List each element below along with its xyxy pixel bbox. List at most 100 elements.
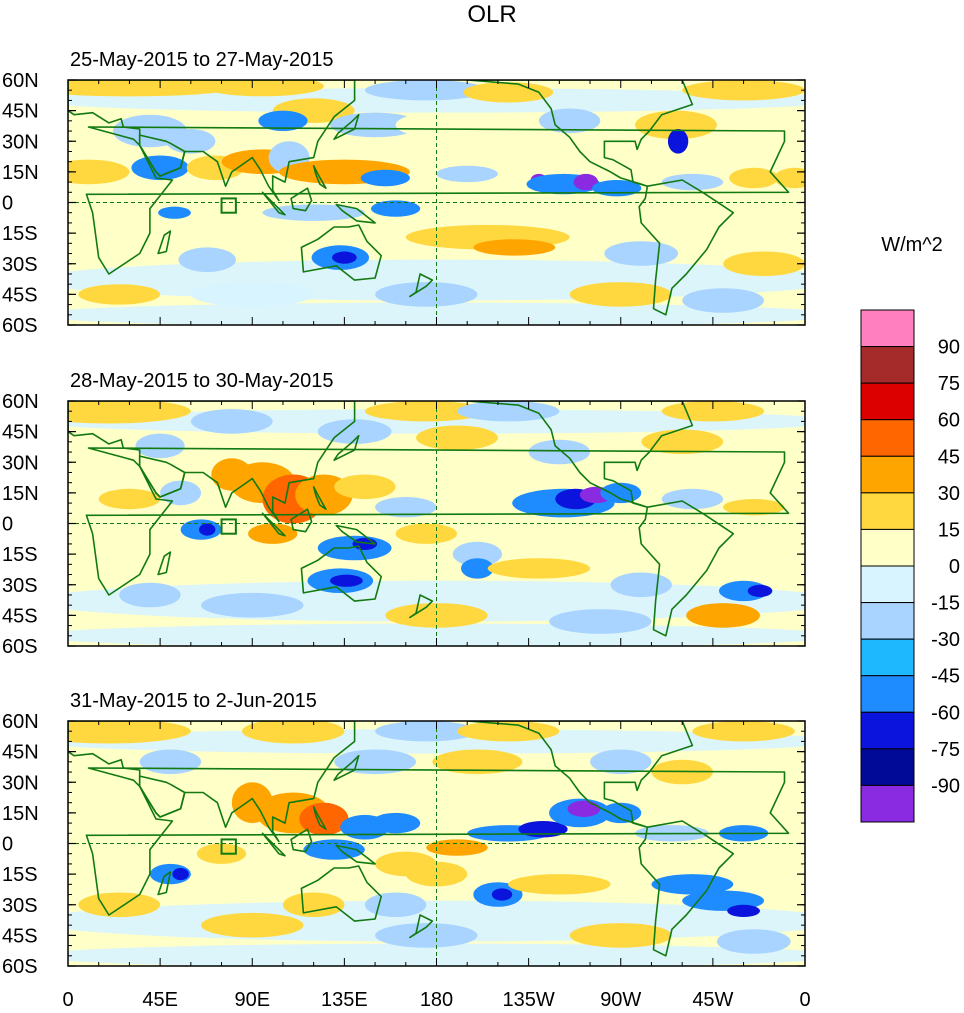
anomaly-patch	[160, 480, 202, 506]
anomaly-patch	[139, 749, 202, 775]
anomaly-patch	[491, 888, 513, 901]
lon-tick-label: 45E	[142, 989, 178, 1011]
map-field	[68, 80, 805, 325]
anomaly-patch	[600, 482, 642, 504]
coastline	[68, 401, 356, 523]
lon-tick-label: 90W	[600, 989, 641, 1011]
anomaly-patch	[426, 839, 488, 856]
anomaly-patch	[385, 603, 488, 628]
lon-tick-label: 0	[62, 989, 73, 1011]
colorbar-swatch	[860, 748, 915, 786]
anomaly-patch	[473, 239, 556, 256]
anomaly-patch	[600, 802, 642, 824]
coastline	[157, 230, 172, 255]
anomaly-patch	[199, 523, 216, 536]
anomaly-patch	[723, 499, 785, 516]
anomaly-patch	[178, 247, 236, 272]
coastline	[138, 134, 186, 177]
coastline	[409, 914, 434, 939]
anomaly-patch	[360, 169, 410, 187]
anomaly-patch	[457, 721, 560, 742]
map-panel-2: 28-May-2015 to 30-May-2015 60N 45N 30N 15N 0 1…	[2, 370, 806, 658]
anomaly-patch	[395, 523, 457, 544]
anomaly-patch	[569, 282, 672, 307]
anomaly-patch	[317, 419, 392, 444]
coastline	[138, 775, 186, 818]
coastline	[409, 273, 434, 298]
lon-tick-label: 45W	[692, 989, 733, 1011]
anomaly-patch	[727, 904, 760, 918]
coastline	[638, 179, 735, 316]
coastline	[138, 455, 186, 498]
coastline	[466, 80, 694, 187]
lat-tick-label: 45S	[2, 925, 38, 947]
anomaly-patch	[371, 812, 421, 834]
anomaly-patch	[317, 535, 392, 561]
lat-tick-label: 30S	[2, 254, 38, 276]
colorbar-swatch	[860, 602, 915, 640]
anomaly-patch	[158, 206, 191, 219]
lat-tick-label: 15N	[2, 483, 39, 505]
anomaly-patch	[667, 129, 689, 154]
anomaly-patch	[747, 584, 773, 598]
lat-tick-label: 0	[2, 193, 13, 215]
anomaly-patch	[68, 721, 191, 744]
lat-tick-label: 60N	[2, 70, 39, 92]
anomaly-patch	[131, 155, 189, 181]
anomaly-patch	[590, 749, 652, 775]
colorbar-swatch	[860, 492, 915, 530]
anomaly-patch	[432, 749, 523, 775]
anomaly-patch	[375, 923, 478, 948]
colorbar-level-label: -45	[931, 666, 960, 688]
colorbar-swatch	[860, 382, 915, 421]
anomaly-patch	[166, 129, 216, 154]
anomaly-patch	[78, 284, 161, 305]
anomaly-patch	[610, 572, 672, 598]
lon-tick-label: 135E	[321, 989, 368, 1011]
lat-tick-label: 45S	[2, 284, 38, 306]
anomaly-patch	[242, 721, 345, 744]
colorbar-level-label: -15	[931, 593, 960, 615]
coastline	[261, 191, 286, 216]
colorbar-swatch	[860, 419, 915, 457]
panels: 25-May-2015 to 27-May-2015 60N 45N 30N 15N 0 1…	[2, 49, 806, 978]
colorbar-level-label: 30	[938, 483, 960, 505]
coastline	[261, 512, 286, 537]
lat-tick-label: 15S	[2, 223, 38, 245]
anomaly-patch	[303, 839, 365, 860]
coastline	[335, 844, 376, 865]
coastline	[85, 447, 790, 596]
coastline	[157, 551, 172, 576]
colorbar-swatch	[860, 675, 915, 713]
coastline	[290, 187, 313, 212]
anomaly-patch	[508, 874, 611, 895]
lat-tick-label: 15N	[2, 162, 39, 184]
anomaly-patch	[248, 523, 298, 544]
anomaly-patch	[330, 574, 363, 587]
anomaly-patch	[375, 282, 478, 307]
lat-tick-label: 45N	[2, 422, 39, 444]
coastline	[409, 594, 434, 619]
lat-tick-label: 60S	[2, 956, 38, 978]
map-panel-1: 25-May-2015 to 27-May-2015 60N 45N 30N 15N 0 1…	[2, 49, 806, 337]
anomaly-patch	[528, 439, 590, 465]
coastline	[85, 767, 790, 916]
anomaly-patch	[375, 497, 437, 518]
anomaly-patch	[463, 82, 554, 103]
anomaly-patch	[635, 110, 717, 140]
anomaly-patch	[201, 592, 304, 618]
colorbar-swatch	[860, 565, 915, 604]
anomaly-patch	[330, 112, 421, 138]
figure-title: OLR	[467, 1, 516, 28]
colorbar-swatch	[860, 346, 915, 384]
coastline	[290, 828, 313, 853]
coastline	[466, 401, 694, 509]
colorbar-swatch	[860, 711, 915, 750]
coastline	[333, 434, 360, 462]
anomaly-patch	[364, 892, 427, 918]
anomaly-patch	[405, 861, 468, 887]
lat-tick-label: 60S	[2, 636, 38, 658]
colorbar-level-label: -30	[931, 629, 960, 651]
colorbar-level-label: -60	[931, 702, 960, 724]
lat-tick-label: 60N	[2, 391, 39, 413]
